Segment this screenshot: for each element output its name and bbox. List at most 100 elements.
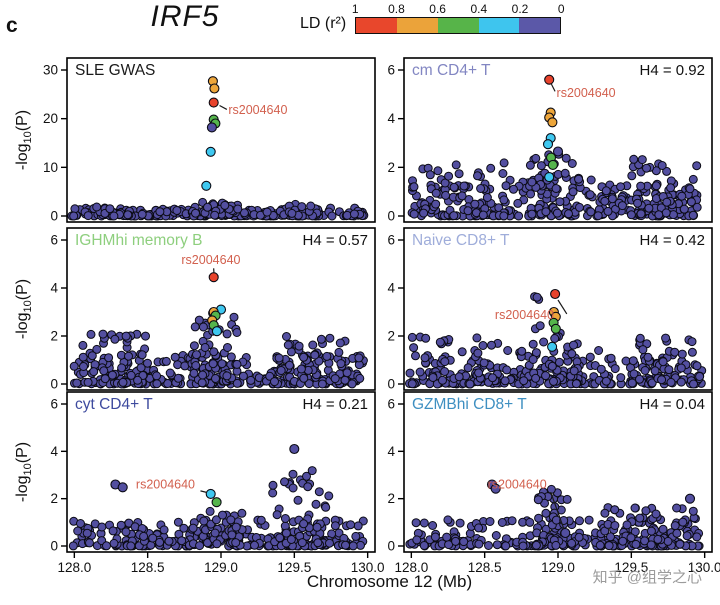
snp-point xyxy=(682,531,692,541)
snp-point xyxy=(606,532,615,542)
y-tick-label: 6 xyxy=(387,233,395,248)
snp-point-purple xyxy=(289,443,300,455)
snp-point xyxy=(433,166,443,176)
snp-point xyxy=(526,189,536,199)
panel-border xyxy=(403,57,713,223)
snp-point xyxy=(551,184,561,193)
snp-point xyxy=(593,211,603,221)
panel-sle-gwas-plot: rs2004640 SLE GWAS 0 10 20 30 xyxy=(43,57,376,224)
snp-point xyxy=(501,181,511,191)
snp-point xyxy=(428,521,438,530)
snp-point-orange xyxy=(209,83,220,94)
snp-point xyxy=(425,170,435,180)
ld-legend: LD (r²) 1 0.8 0.6 0.4 0.2 0 xyxy=(300,2,565,34)
snp-point xyxy=(99,366,109,376)
snp-point xyxy=(293,495,303,505)
y-tick-label: 0 xyxy=(50,539,58,554)
snp-point xyxy=(137,350,147,360)
snp-point xyxy=(491,531,501,540)
snp-point xyxy=(685,184,695,194)
y-tick-label: 0 xyxy=(387,209,395,224)
ld-color-segment xyxy=(356,18,398,33)
snp-point xyxy=(552,208,562,218)
snp-point xyxy=(440,357,450,367)
snp-point xyxy=(82,528,92,538)
snp-point xyxy=(179,523,189,533)
snp-point xyxy=(198,322,208,332)
snp-point xyxy=(431,199,441,209)
snp-point xyxy=(316,334,326,344)
snp-point xyxy=(482,193,492,202)
snp-point xyxy=(288,469,298,479)
snp-point xyxy=(670,347,680,357)
snp-point xyxy=(199,516,209,526)
snp-point xyxy=(189,368,199,378)
snp-point-red xyxy=(208,97,219,108)
ld-tick-label: 0.6 xyxy=(429,2,446,16)
snp-point xyxy=(286,535,296,544)
ld-color-segment xyxy=(519,18,561,33)
snp-point xyxy=(310,350,320,360)
snp-point xyxy=(349,209,359,219)
snp-point xyxy=(288,483,298,493)
snp-point xyxy=(232,359,242,369)
snp-point xyxy=(594,346,604,355)
snp-point-green xyxy=(547,159,558,170)
snp-point xyxy=(222,329,232,339)
snp-point xyxy=(646,540,656,550)
snp-point xyxy=(306,201,316,211)
y-tick-label: 0 xyxy=(50,209,58,224)
panel-title: cm CD4+ T xyxy=(412,62,491,79)
snp-point xyxy=(653,534,663,544)
snp-point xyxy=(210,528,220,538)
snp-point xyxy=(283,340,293,350)
snp-point xyxy=(192,350,201,360)
snp-point xyxy=(525,517,535,527)
ld-tick-label: 0.2 xyxy=(511,2,529,16)
snp-point xyxy=(457,191,467,201)
lead-snp-label: rs2004640 xyxy=(488,478,547,492)
snp-point xyxy=(210,210,220,220)
snp-point xyxy=(630,527,640,537)
snp-point xyxy=(152,379,162,389)
x-axis-title: Chromosome 12 (Mb) xyxy=(306,572,473,591)
snp-point xyxy=(356,540,365,550)
snp-point xyxy=(607,194,617,204)
snp-point xyxy=(97,522,107,532)
snp-point xyxy=(672,503,682,513)
annotation-line xyxy=(550,491,565,530)
annotation-line xyxy=(550,83,556,92)
snp-point xyxy=(87,351,97,361)
snp-point-orange xyxy=(547,117,558,128)
snp-point xyxy=(218,510,227,520)
y-tick-label: 2 xyxy=(387,491,395,506)
y-tick-label: 6 xyxy=(387,63,395,78)
snp-point-purple xyxy=(206,122,217,133)
snp-point xyxy=(177,536,187,546)
snp-point xyxy=(636,181,646,191)
snp-point xyxy=(100,374,110,384)
h4-colocalization-label: H4 = 0.92 xyxy=(640,62,705,79)
snp-point xyxy=(68,541,78,551)
snp-point xyxy=(478,210,488,220)
snp-point xyxy=(528,355,538,364)
snp-point xyxy=(695,372,705,381)
snp-point xyxy=(69,211,79,221)
snp-point-cyan xyxy=(205,146,216,157)
snp-point xyxy=(513,198,523,208)
watermark: 知乎 @组学之心 xyxy=(592,569,702,586)
snp-point xyxy=(454,169,464,179)
panel-border xyxy=(66,57,376,223)
x-tick-label: 129.5 xyxy=(277,560,311,575)
snp-point xyxy=(676,377,686,387)
snp-point xyxy=(440,367,450,376)
snp-point xyxy=(641,506,651,516)
snp-point xyxy=(317,379,327,389)
snp-point xyxy=(585,352,595,362)
snp-point xyxy=(444,171,454,181)
snp-point xyxy=(627,171,637,181)
snp-point xyxy=(86,329,96,339)
snp-point xyxy=(661,208,671,218)
snp-point xyxy=(98,329,108,339)
snp-point-purple xyxy=(490,483,501,494)
